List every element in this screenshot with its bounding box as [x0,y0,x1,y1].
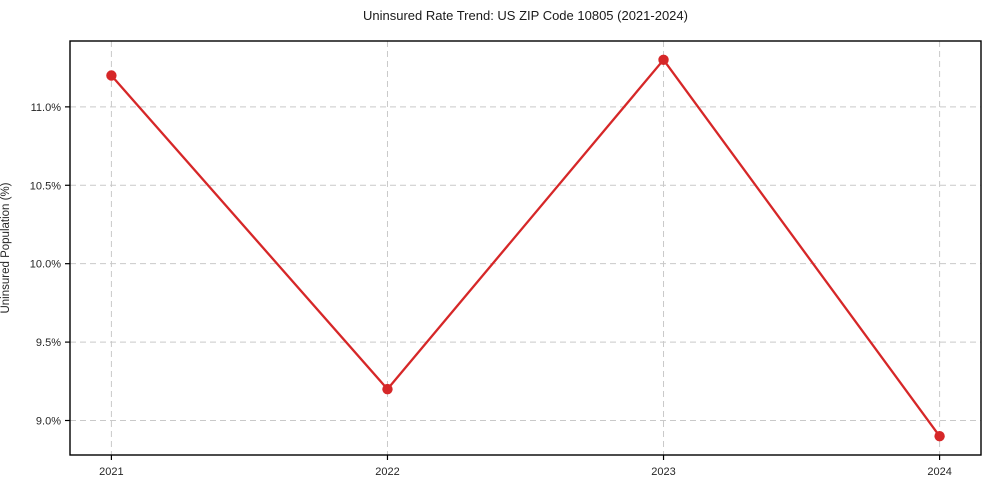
x-tick-label: 2021 [99,466,123,478]
trend-line [110,58,941,438]
data-point [382,383,393,395]
x-tick-label: 2024 [927,466,951,478]
y-tick-label: 10.5% [30,180,61,192]
x-tick-label: 2023 [651,466,675,478]
data-point [934,430,945,442]
data-point [658,54,669,66]
y-tick-label: 11.0% [31,102,62,114]
axes-spines [69,40,982,456]
y-tick-label: 9.5% [36,337,61,349]
chart-title: Uninsured Rate Trend: US ZIP Code 10805 … [363,8,688,23]
y-tick-label: 10.0% [30,259,61,271]
y-tick-label: 9.0% [36,416,61,428]
x-tick-label: 2022 [375,466,399,478]
data-point [106,70,117,81]
